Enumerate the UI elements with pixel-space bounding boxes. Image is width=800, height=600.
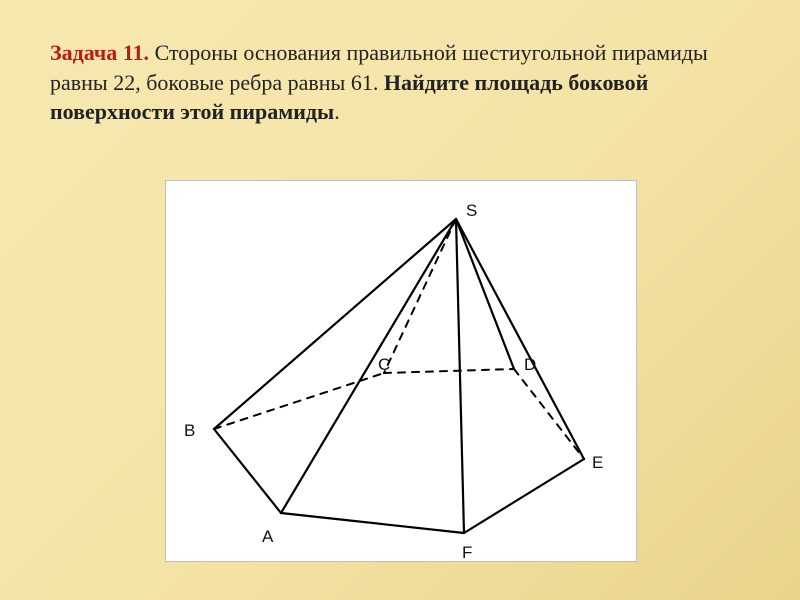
task-label: Задача 11. [50,40,149,65]
visible-edge-S-B [214,219,456,429]
problem-statement: Задача 11. Стороны основания правильной … [50,38,750,127]
visible-edge-B-A [214,429,281,513]
pyramid-diagram: S B A F E D C [165,180,637,562]
visible-edge-S-D [456,219,514,369]
visible-edge-S-A [281,219,456,513]
visible-edge-S-E [456,219,584,459]
visible-edge-S-F [456,219,464,533]
vertex-label-A: A [262,527,273,547]
visible-edge-F-E [464,459,584,533]
vertex-label-S: S [466,201,477,221]
vertex-label-B: B [184,421,195,441]
vertex-label-E: E [592,453,603,473]
hidden-edge-D-E [514,369,584,459]
vertex-label-D: D [524,355,536,375]
hidden-edge-S-C [384,219,456,373]
pyramid-svg [166,181,636,561]
problem-suffix: . [334,99,340,124]
vertex-label-F: F [462,543,472,563]
hidden-edge-C-D [384,369,514,373]
vertex-label-C: C [378,355,390,375]
visible-edge-A-F [281,513,464,533]
